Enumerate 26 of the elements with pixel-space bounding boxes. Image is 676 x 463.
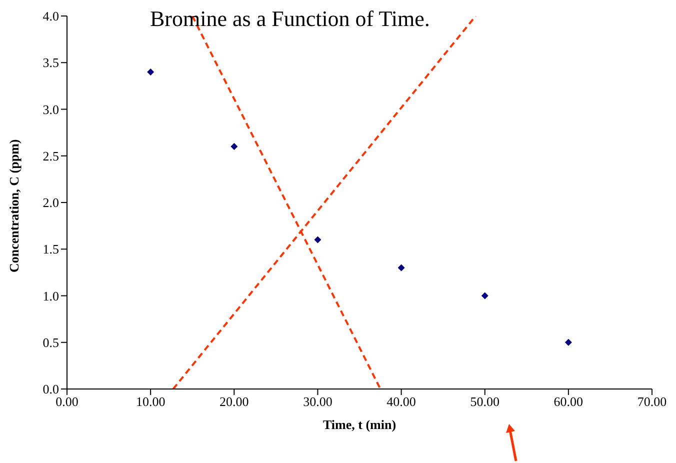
y-tick-label: 0.0	[42, 382, 59, 397]
y-tick-label: 0.5	[42, 334, 59, 350]
y-tick-label: 1.0	[42, 288, 59, 304]
point	[481, 292, 488, 300]
y-tick-label: 2.5	[42, 148, 59, 164]
point	[230, 143, 238, 150]
point	[398, 264, 405, 272]
x-tick-label: 0.00	[56, 394, 78, 410]
x-tick-label: 30.00	[303, 394, 332, 410]
y-tick-label: 3.0	[42, 102, 59, 117]
y-tick-label: 4.0	[42, 8, 59, 24]
point	[314, 236, 322, 244]
y-tick-label: 2.0	[42, 195, 59, 210]
point	[564, 338, 572, 346]
x-tick-label: 50.00	[470, 394, 500, 410]
y-tick-label: 3.5	[42, 55, 59, 70]
x-tick-label: 20.00	[220, 394, 249, 410]
y-tick-label: 1.5	[42, 242, 59, 257]
point	[147, 68, 154, 76]
y-axis-title: Concentration, C (ppm)	[6, 139, 22, 272]
x-tick-label: 60.00	[554, 394, 584, 410]
x-tick-label: 10.00	[136, 394, 166, 410]
chart-title: Bromine as a Function of Time.	[150, 6, 430, 32]
x-tick-label: 40.00	[386, 394, 416, 410]
x-tick-label: 70.00	[637, 394, 667, 410]
x-axis-title: Time, t (min)	[322, 417, 396, 432]
